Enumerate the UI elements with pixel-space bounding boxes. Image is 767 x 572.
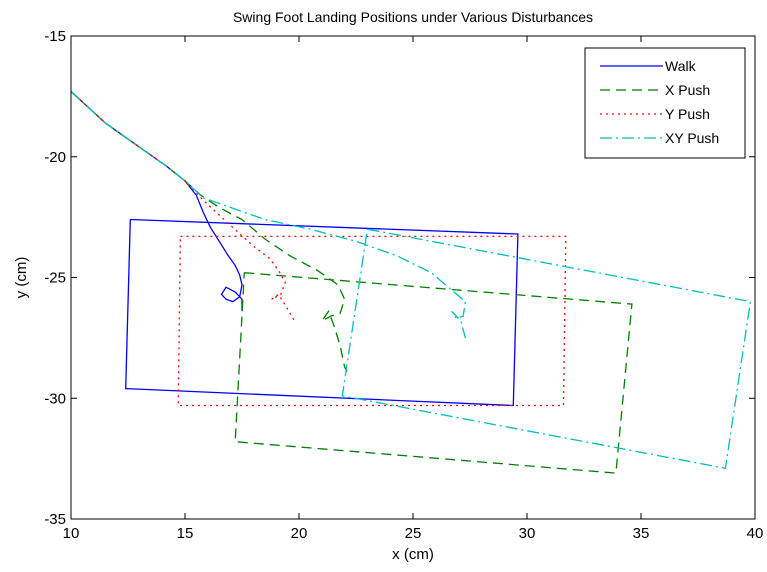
x-tick-label: 25 — [405, 525, 422, 542]
y-tick-label: -25 — [44, 270, 66, 287]
x-tick-label: 10 — [63, 525, 80, 542]
series-xy-push-trajectory — [71, 91, 467, 339]
x-tick-label: 20 — [291, 525, 308, 542]
x-tick-label: 15 — [177, 525, 194, 542]
legend-box — [584, 47, 746, 159]
legend-label-xy-push: XY Push — [665, 130, 719, 146]
y-tick-label: -15 — [44, 28, 66, 45]
y-axis-label: y (cm) — [13, 257, 30, 299]
y-tick-label: -30 — [44, 390, 66, 407]
series-xy-push-footprint — [341, 228, 752, 470]
legend-label-walk: Walk — [665, 58, 697, 74]
x-axis-label: x (cm) — [392, 546, 434, 563]
series-x-push-footprint — [234, 272, 633, 474]
chart-title: Swing Foot Landing Positions under Vario… — [233, 9, 593, 25]
legend-label-x-push: X Push — [665, 82, 710, 98]
legend-label-y-push: Y Push — [665, 106, 710, 122]
series-y-push-footprint — [177, 235, 567, 407]
y-tick-label: -20 — [44, 149, 66, 166]
legend: Walk X Push Y Push XY Push — [584, 47, 746, 159]
series-x-push-trajectory — [71, 91, 348, 372]
x-tick-label: 30 — [519, 525, 536, 542]
x-tick-label: 35 — [633, 525, 650, 542]
y-tick-label: -35 — [44, 511, 66, 528]
x-tick-label: 40 — [747, 525, 764, 542]
series-walk-footprint — [125, 218, 519, 407]
